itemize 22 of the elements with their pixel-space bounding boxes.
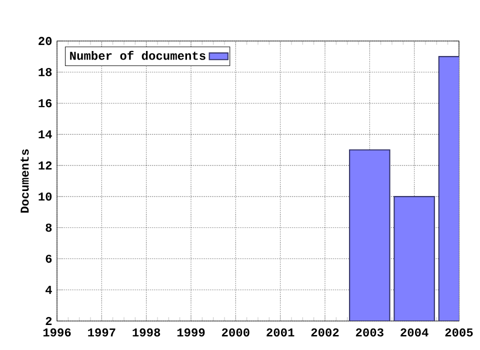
x-tick-label: 2001 [266,328,294,337]
y-tick-label: 10 [38,192,52,201]
y-tick-label: 12 [38,161,52,170]
x-tick-label: 2004 [400,328,428,337]
legend-label: Number of documents [70,50,206,60]
y-axis-title: Documents [20,149,29,213]
x-tick-label: 1999 [177,328,205,337]
y-tick-label: 16 [38,99,52,108]
x-tick-label: 2005 [445,328,473,337]
x-tick-label: 2003 [356,328,384,337]
x-tick-label: 1998 [132,328,160,337]
x-tick-label: 1996 [43,328,71,337]
y-tick-label: 8 [46,224,52,232]
x-tick-label: 1997 [88,328,116,337]
y-tick-label: 6 [46,254,52,263]
x-tick-label: 2000 [222,328,250,337]
x-tick-label: 2002 [311,328,339,337]
y-tick-label: 20 [38,36,52,46]
y-tick-label: 14 [38,130,52,138]
y-tick-label: 2 [46,316,52,325]
y-tick-label: 18 [38,68,52,76]
y-tick-label: 4 [46,286,52,294]
